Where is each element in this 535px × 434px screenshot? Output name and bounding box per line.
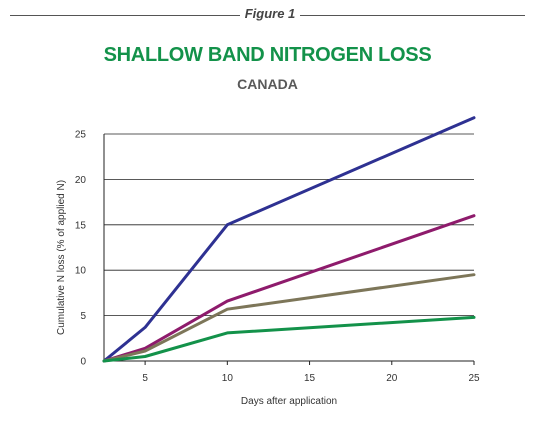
axes [103,134,475,365]
x-tick-label-10: 10 [222,373,234,384]
tick-labels: 0 5 10 15 20 25 5 10 15 20 25 [75,130,480,385]
x-tick-label-20: 20 [386,373,398,384]
y-tick-label-20: 20 [75,175,87,186]
y-tick-label-10: 10 [75,266,87,277]
series-line-2 [102,214,476,363]
x-tick-label-25: 25 [468,373,480,384]
series-line-3 [102,273,476,363]
header-rule-right [300,15,525,16]
chart-subtitle: CANADA [237,76,298,92]
y-tick-label-0: 0 [80,357,86,368]
series-line-1 [102,116,476,363]
figure-label: Figure 1 [244,6,296,21]
gridlines [104,133,474,317]
figure-header: Figure 1 [0,0,535,30]
header-rule-left [10,15,240,16]
y-tick-label-15: 15 [75,220,87,231]
series-line-4 [102,315,476,363]
y-tick-label-5: 5 [80,311,86,322]
series-lines [102,116,476,363]
x-axis-title: Days after application [241,396,337,407]
y-axis-title: Cumulative N loss (% of applied N) [56,180,67,335]
chart-title: SHALLOW BAND NITROGEN LOSS [103,44,432,66]
x-tick-label-5: 5 [142,373,148,384]
y-tick-label-25: 25 [75,130,87,141]
x-tick-label-15: 15 [304,373,316,384]
